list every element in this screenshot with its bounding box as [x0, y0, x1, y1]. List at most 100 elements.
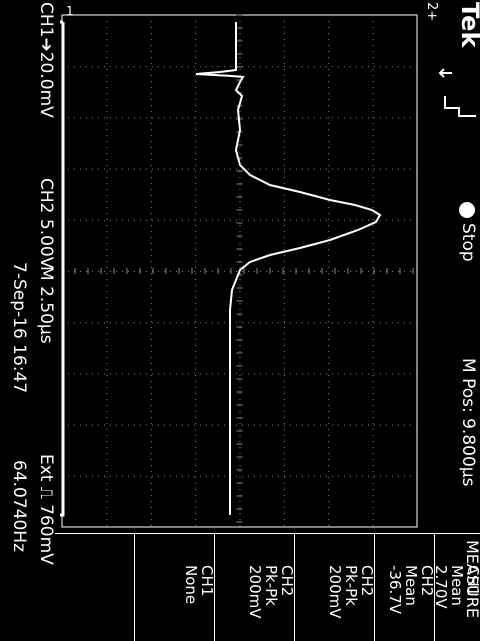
- grid-dot: [134, 66, 135, 68]
- grid-dot: [86, 271, 87, 272]
- grid-dot: [200, 66, 201, 68]
- measure-item-4[interactable]: CH2 Pk-Pk 200mV: [247, 565, 297, 619]
- grid-dot: [106, 177, 108, 178]
- grid-dot: [92, 168, 93, 170]
- grid-dot: [68, 219, 69, 221]
- grid-dot: [195, 117, 197, 118]
- grid-dot: [410, 168, 411, 170]
- grid-dot: [106, 375, 108, 376]
- grid-dot: [239, 465, 241, 466]
- grid-dot: [328, 411, 330, 412]
- grid-dot: [239, 33, 241, 34]
- grid-dot: [140, 322, 141, 324]
- grid-dot: [278, 168, 279, 170]
- grid-dot: [328, 495, 330, 496]
- measure-item-3[interactable]: CH2 Pk-Pk 200mV: [327, 565, 377, 619]
- grid-dot: [188, 373, 189, 375]
- grid-dot: [106, 459, 108, 460]
- grid-dot: [302, 117, 303, 119]
- grid-dot: [80, 168, 81, 170]
- grid-dot: [328, 201, 330, 202]
- grid-dot: [134, 424, 135, 426]
- grid-dot: [134, 271, 135, 272]
- grid-dot: [239, 87, 241, 88]
- grid-dot: [188, 117, 189, 119]
- grid-dot: [328, 519, 330, 520]
- ch2-trace: [195, 22, 382, 515]
- grid-dot: [150, 447, 152, 448]
- grid-dot: [372, 51, 374, 52]
- grid-dot: [150, 39, 152, 40]
- grid-dot: [328, 435, 330, 436]
- grid-dot: [239, 363, 241, 364]
- grid-dot: [239, 399, 241, 400]
- grid-dot: [328, 501, 330, 502]
- grid-dot: [150, 147, 152, 148]
- grid-dot: [106, 267, 108, 268]
- grid-dot: [283, 75, 285, 76]
- grid-dot: [106, 513, 108, 514]
- measure-item-2[interactable]: CH2 Mean -36.7V: [387, 565, 437, 614]
- grid-dot: [150, 45, 152, 46]
- grid-dot: [344, 475, 345, 477]
- grid-dot: [283, 327, 285, 328]
- grid-dot: [150, 249, 152, 250]
- grid-dot: [314, 322, 315, 324]
- grid-dot: [150, 111, 152, 112]
- grid-dot: [308, 373, 309, 375]
- grid-dot: [372, 81, 374, 82]
- grid-dot: [283, 87, 285, 88]
- grid-dot: [283, 135, 285, 136]
- measure-item-5[interactable]: CH1 None: [182, 565, 216, 604]
- grid-dot: [212, 322, 213, 324]
- grid-dot: [283, 63, 285, 64]
- grid-dot: [150, 375, 152, 376]
- grid-dot: [195, 69, 197, 70]
- measure-item-1[interactable]: CH1 Mean 2.70V: [433, 565, 480, 609]
- grid-dot: [356, 219, 357, 221]
- grid-dot: [86, 475, 87, 477]
- grid-dot: [106, 363, 108, 364]
- grid-dot: [380, 168, 381, 170]
- grid-dot: [150, 507, 152, 508]
- grid-dot: [372, 255, 374, 256]
- grid-dot: [150, 315, 152, 316]
- grid-dot: [150, 309, 152, 310]
- grid-dot: [200, 168, 201, 170]
- grid-dot: [239, 435, 241, 436]
- grid-dot: [302, 322, 303, 324]
- grid-dot: [283, 501, 285, 502]
- grid-dot: [239, 459, 241, 460]
- grid-dot: [283, 453, 285, 454]
- grid-dot: [283, 465, 285, 466]
- grid-dot: [356, 322, 357, 324]
- grid-dot: [332, 219, 333, 221]
- grid-dot: [283, 111, 285, 112]
- grid-dot: [410, 271, 411, 272]
- grid-dot: [128, 475, 129, 477]
- grid-dot: [372, 453, 374, 454]
- grid-dot: [283, 309, 285, 310]
- grid-dot: [106, 471, 108, 472]
- grid-dot: [224, 373, 225, 375]
- grid-dot: [152, 373, 153, 375]
- grid-dot: [372, 75, 374, 76]
- grid-dot: [92, 271, 93, 272]
- grid-dot: [308, 322, 309, 324]
- grid-dot: [362, 117, 363, 119]
- grid-dot: [106, 15, 108, 16]
- grid-dot: [260, 219, 261, 221]
- grid-dot: [239, 225, 241, 226]
- grid-dot: [362, 271, 363, 272]
- grid-dot: [239, 21, 241, 22]
- grid-dot: [195, 261, 197, 262]
- grid-dot: [239, 63, 241, 64]
- grid-dot: [283, 33, 285, 34]
- grid-dot: [106, 255, 108, 256]
- grid-dot: [106, 435, 108, 436]
- grid-dot: [296, 66, 297, 68]
- grid-dot: [296, 219, 297, 221]
- grid-dot: [164, 219, 165, 221]
- grid-dot: [356, 117, 357, 119]
- grid-dot: [150, 459, 152, 460]
